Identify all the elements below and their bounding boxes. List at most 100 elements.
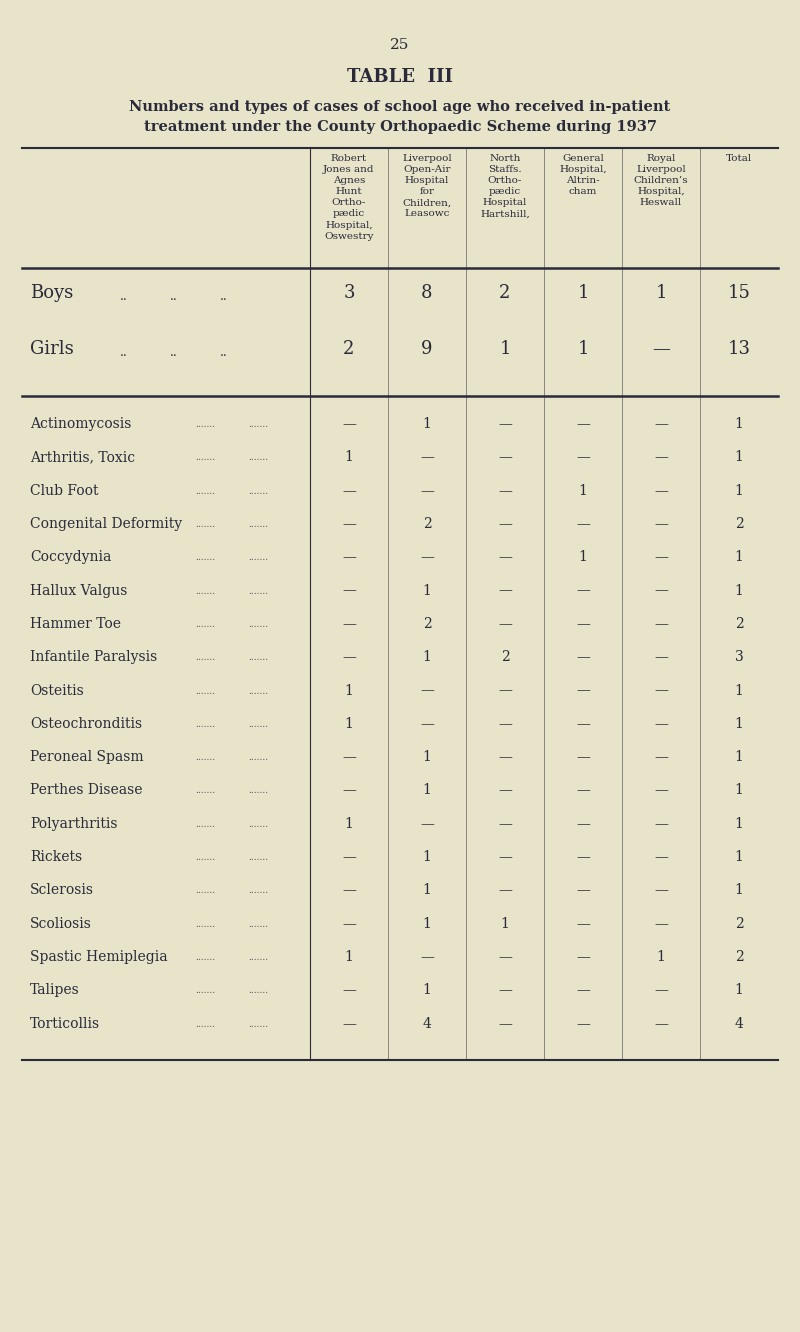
Text: .......: ....... [248,919,268,928]
Text: Liverpool
Open-Air
Hospital
for
Children,
Leasowc: Liverpool Open-Air Hospital for Children… [402,155,452,218]
Text: —: — [576,450,590,465]
Text: ..: .. [170,346,178,360]
Text: —: — [498,550,512,565]
Text: —: — [420,450,434,465]
Text: —: — [654,916,668,931]
Text: .......: ....... [195,686,215,695]
Text: —: — [654,817,668,831]
Text: 1: 1 [422,783,431,798]
Text: 1: 1 [499,340,510,358]
Text: .......: ....... [195,586,215,595]
Text: —: — [576,950,590,964]
Text: —: — [576,517,590,531]
Text: Osteitis: Osteitis [30,683,84,698]
Text: 1: 1 [345,817,354,831]
Text: —: — [342,783,356,798]
Text: 1: 1 [578,550,587,565]
Text: 25: 25 [390,39,410,52]
Text: .......: ....... [195,453,215,462]
Text: .......: ....... [248,653,268,662]
Text: .......: ....... [195,919,215,928]
Text: .......: ....... [248,786,268,795]
Text: 1: 1 [345,450,354,465]
Text: 1: 1 [734,484,743,498]
Text: Actinomycosis: Actinomycosis [30,417,131,432]
Text: .......: ....... [195,987,215,995]
Text: —: — [342,583,356,598]
Text: 1: 1 [655,284,666,302]
Text: —: — [654,850,668,864]
Text: Osteochronditis: Osteochronditis [30,717,142,731]
Text: .......: ....... [248,954,268,962]
Text: Coccydynia: Coccydynia [30,550,111,565]
Text: —: — [498,950,512,964]
Text: Congenital Deformity: Congenital Deformity [30,517,182,531]
Text: 2: 2 [343,340,354,358]
Text: —: — [342,916,356,931]
Text: —: — [576,983,590,998]
Text: —: — [342,517,356,531]
Text: —: — [654,783,668,798]
Text: —: — [498,783,512,798]
Text: .......: ....... [195,954,215,962]
Text: 1: 1 [578,284,589,302]
Text: —: — [498,683,512,698]
Text: .......: ....... [195,519,215,529]
Text: Scoliosis: Scoliosis [30,916,92,931]
Text: .......: ....... [248,686,268,695]
Text: Infantile Paralysis: Infantile Paralysis [30,650,158,665]
Text: —: — [654,617,668,631]
Text: —: — [498,417,512,432]
Text: 1: 1 [734,783,743,798]
Text: —: — [576,617,590,631]
Text: 1: 1 [422,650,431,665]
Text: —: — [498,750,512,765]
Text: 2: 2 [734,916,743,931]
Text: 1: 1 [501,916,510,931]
Text: —: — [498,617,512,631]
Text: Royal
Liverpool
Children’s
Hospital,
Heswall: Royal Liverpool Children’s Hospital, Hes… [634,155,688,208]
Text: 1: 1 [734,717,743,731]
Text: .......: ....... [248,852,268,862]
Text: 1: 1 [734,550,743,565]
Text: ..: .. [120,346,128,360]
Text: .......: ....... [248,619,268,629]
Text: .......: ....... [195,852,215,862]
Text: Rickets: Rickets [30,850,82,864]
Text: —: — [576,417,590,432]
Text: Numbers and types of cases of school age who received in-patient: Numbers and types of cases of school age… [130,100,670,115]
Text: 3: 3 [343,284,354,302]
Text: 1: 1 [422,983,431,998]
Text: —: — [576,817,590,831]
Text: .......: ....... [195,553,215,562]
Text: .......: ....... [248,819,268,829]
Text: 1: 1 [734,883,743,898]
Text: —: — [576,883,590,898]
Text: —: — [654,750,668,765]
Text: .......: ....... [248,486,268,496]
Text: —: — [654,883,668,898]
Text: .......: ....... [195,486,215,496]
Text: —: — [420,717,434,731]
Text: —: — [654,550,668,565]
Text: ..: .. [170,290,178,302]
Text: 1: 1 [422,750,431,765]
Text: —: — [420,484,434,498]
Text: —: — [342,617,356,631]
Text: .......: ....... [195,886,215,895]
Text: 1: 1 [734,583,743,598]
Text: 1: 1 [734,850,743,864]
Text: —: — [342,650,356,665]
Text: Peroneal Spasm: Peroneal Spasm [30,750,144,765]
Text: 2: 2 [501,650,510,665]
Text: 1: 1 [422,583,431,598]
Text: .......: ....... [248,886,268,895]
Text: —: — [498,817,512,831]
Text: —: — [654,683,668,698]
Text: Talipes: Talipes [30,983,80,998]
Text: —: — [498,450,512,465]
Text: .......: ....... [248,420,268,429]
Text: Polyarthritis: Polyarthritis [30,817,118,831]
Text: Robert
Jones and
Agnes
Hunt
Ortho-
pædic
Hospital,
Oswestry: Robert Jones and Agnes Hunt Ortho- pædic… [323,155,374,241]
Text: 4: 4 [422,1016,431,1031]
